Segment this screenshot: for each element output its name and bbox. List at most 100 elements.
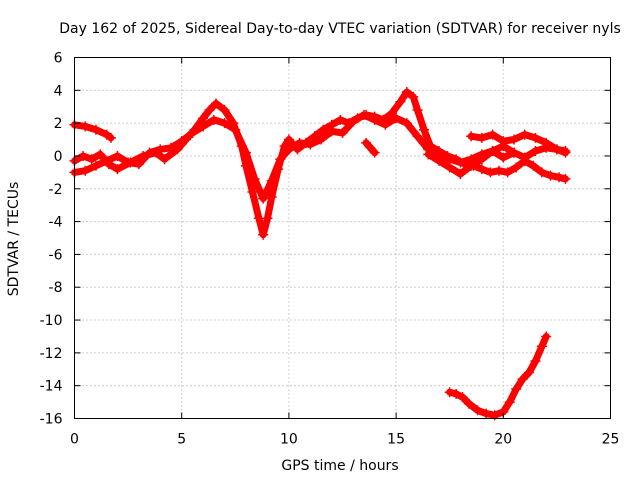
x-tick-labels: 0 5 10 15 20 25 <box>70 432 619 448</box>
y-tick-label: -2 <box>49 182 63 198</box>
data-point <box>536 341 547 352</box>
data-point <box>472 405 483 416</box>
data-point <box>369 114 380 125</box>
data-point <box>487 146 498 157</box>
plot-frame <box>74 57 611 419</box>
data-point <box>433 155 444 166</box>
data-point <box>159 154 170 165</box>
y-tick-labels: 6 4 2 0 -2 -4 -6 -8 -10 -12 -14 -16 <box>40 51 63 428</box>
x-tick-label: 10 <box>280 432 298 448</box>
data-point <box>86 154 97 165</box>
y-axis-label: SDTVAR / TECUs <box>6 182 22 297</box>
data-point <box>335 114 346 125</box>
data-point <box>485 167 496 178</box>
y-tick-label: -16 <box>40 412 63 428</box>
axis-ticks <box>74 57 611 419</box>
data-point <box>95 149 106 160</box>
data-point <box>401 86 412 97</box>
x-tick-label: 20 <box>494 432 512 448</box>
data-point <box>176 136 187 147</box>
data-point <box>395 96 406 107</box>
chart-title: Day 162 of 2025, Sidereal Day-to-day VTE… <box>59 21 621 37</box>
data-point <box>524 367 535 378</box>
data-point <box>463 398 474 409</box>
data-point <box>369 147 380 158</box>
data-point <box>509 147 520 158</box>
x-tick-label: 0 <box>70 432 79 448</box>
series-arc-g <box>444 331 552 421</box>
data-point <box>266 191 277 202</box>
data-point <box>230 124 241 135</box>
data-point <box>326 126 337 137</box>
data-point <box>253 213 264 224</box>
data-point <box>560 147 571 158</box>
data-point <box>155 144 166 155</box>
data-point <box>487 129 498 140</box>
data-point <box>144 147 155 158</box>
data-point <box>165 142 176 153</box>
data-point <box>348 116 359 127</box>
y-tick-label: 4 <box>54 83 63 99</box>
y-tick-label: 0 <box>54 149 63 165</box>
data-point <box>528 160 539 171</box>
y-tick-label: 2 <box>54 116 63 132</box>
data-point <box>123 157 134 168</box>
data-point <box>204 105 215 116</box>
data-point <box>554 172 565 183</box>
data-point <box>545 170 556 181</box>
data-point <box>283 144 294 155</box>
x-axis-label: GPS time / hours <box>281 458 398 474</box>
data-point <box>530 356 541 367</box>
data-point <box>511 162 522 173</box>
data-point <box>361 137 372 148</box>
data-point <box>494 165 505 176</box>
data-point <box>318 124 329 135</box>
data-point <box>476 132 487 143</box>
data-point <box>444 162 455 173</box>
data-point <box>101 155 112 166</box>
data-point <box>133 159 144 170</box>
data-point <box>511 383 522 394</box>
data-point <box>90 124 101 135</box>
data-point <box>112 164 123 175</box>
y-tick-label: 6 <box>54 51 63 67</box>
data-point <box>391 113 402 124</box>
y-tick-label: -10 <box>40 313 63 329</box>
data-point <box>444 387 455 398</box>
data-point <box>249 173 260 184</box>
y-tick-label: -12 <box>40 346 63 362</box>
series-line <box>362 139 379 157</box>
data-point <box>536 167 547 178</box>
data-point <box>187 127 198 138</box>
data-point <box>105 132 116 143</box>
data-point <box>412 105 423 116</box>
data-point <box>283 134 294 145</box>
data-point <box>380 119 391 130</box>
y-tick-label: -8 <box>49 280 63 296</box>
data-point <box>198 121 209 132</box>
data-point <box>509 134 520 145</box>
data-point <box>530 146 541 157</box>
data-point <box>294 137 305 148</box>
data-point <box>208 114 219 125</box>
data-point <box>519 129 530 140</box>
y-tick-label: -14 <box>40 379 63 395</box>
y-tick-label: -6 <box>49 247 63 263</box>
data-point <box>305 139 316 150</box>
series-arc-b <box>69 86 571 240</box>
data-point <box>412 131 423 142</box>
series-line <box>467 131 569 157</box>
data-point <box>476 164 487 175</box>
data-point <box>541 331 552 342</box>
data-point <box>408 91 419 102</box>
data-point <box>358 109 369 120</box>
data-point <box>466 131 477 142</box>
x-tick-label: 25 <box>602 432 620 448</box>
data-point <box>451 388 462 399</box>
x-tick-label: 15 <box>387 432 405 448</box>
data-point <box>560 173 571 184</box>
data-point <box>466 160 477 171</box>
data-point <box>476 154 487 165</box>
data-point <box>219 118 230 129</box>
